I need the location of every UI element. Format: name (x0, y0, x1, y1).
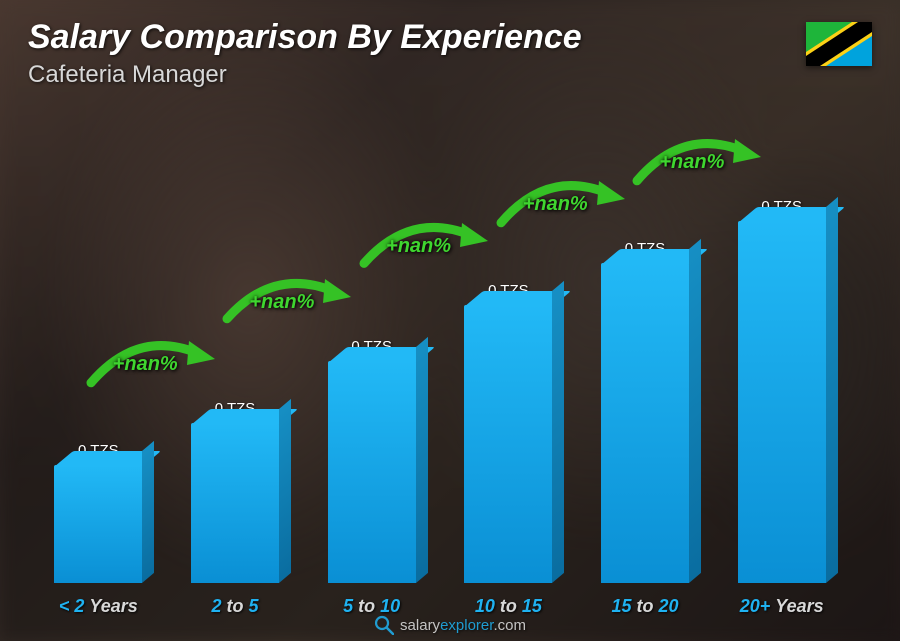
bar (191, 423, 279, 583)
category-label: 5 to 10 (343, 596, 400, 617)
bar-group: 0 TZS< 2 Years (30, 120, 167, 583)
bar-group: 0 TZS2 to 5+nan% (167, 120, 304, 583)
watermark: salaryexplorer.com (374, 615, 526, 635)
category-label: 10 to 15 (475, 596, 542, 617)
bar-front (601, 263, 689, 583)
watermark-brand: salary (400, 617, 440, 634)
bar-front (54, 465, 142, 583)
bar-side-face (142, 441, 154, 583)
bar (328, 361, 416, 583)
bar-group: 0 TZS5 to 10+nan% (303, 120, 440, 583)
chart-subtitle: Cafeteria Manager (28, 61, 872, 89)
bar-group: 0 TZS10 to 15+nan% (440, 120, 577, 583)
bar-front (464, 305, 552, 583)
bar-side-face (416, 337, 428, 583)
bar (738, 221, 826, 583)
category-label: 15 to 20 (611, 596, 678, 617)
bar-chart: 0 TZS< 2 Years0 TZS2 to 5+nan%0 TZS5 to … (30, 120, 850, 583)
bar-side-face (552, 281, 564, 583)
category-label: 20+ Years (740, 596, 824, 617)
watermark-text: salaryexplorer.com (400, 617, 526, 634)
bar-front (328, 361, 416, 583)
watermark-accent: explorer (440, 617, 493, 634)
bar (464, 305, 552, 583)
bar-side-face (826, 197, 838, 583)
category-label: < 2 Years (59, 596, 138, 617)
watermark-suffix: .com (493, 617, 526, 634)
bar (54, 465, 142, 583)
bar-front (738, 221, 826, 583)
bar-side-face (279, 399, 291, 583)
header: Salary Comparison By Experience Cafeteri… (28, 18, 872, 89)
bar (601, 263, 689, 583)
category-label: 2 to 5 (211, 596, 258, 617)
bar-side-face (689, 239, 701, 583)
logo-icon (374, 615, 394, 635)
bar-group: 0 TZS15 to 20+nan% (577, 120, 714, 583)
chart-title: Salary Comparison By Experience (28, 18, 872, 57)
bar-front (191, 423, 279, 583)
bar-group: 0 TZS20+ Years+nan% (713, 120, 850, 583)
flag-icon (806, 22, 872, 66)
